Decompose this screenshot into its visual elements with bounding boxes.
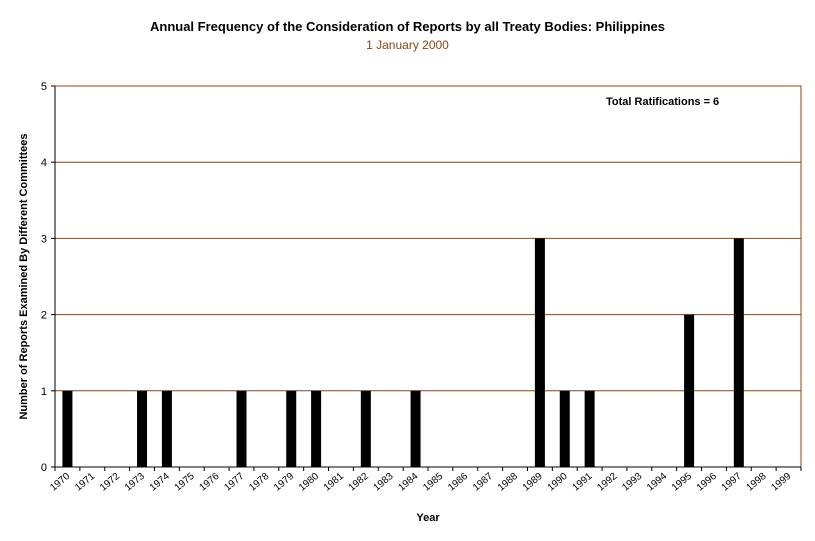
x-tick-label: 1974 (148, 471, 172, 494)
x-axis: 1970 1971 1972 1973 1974 1975 1976 1977 1978 1979… (48, 466, 802, 494)
x-tick-label: 1970 (48, 471, 72, 494)
gridlines (55, 161, 801, 392)
bar-1970 (62, 390, 73, 467)
x-tick-label: 1997 (720, 471, 744, 494)
x-tick-label: 1983 (372, 471, 396, 494)
x-tick-label: 1977 (222, 471, 246, 494)
y-tick-label: 4 (41, 157, 47, 169)
x-tick-label: 1979 (272, 471, 296, 494)
bars (62, 238, 744, 467)
x-tick-label: 1987 (471, 471, 495, 494)
x-tick-label: 1992 (595, 471, 619, 494)
chart-title: Annual Frequency of the Consideration of… (149, 19, 666, 34)
x-tick-label: 1990 (546, 471, 570, 494)
x-tick-label: 1996 (695, 471, 719, 494)
x-tick-label: 1998 (745, 471, 769, 494)
x-axis-label: Year (416, 512, 440, 524)
bar-1995 (684, 314, 695, 467)
x-tick-label: 1989 (521, 471, 545, 494)
y-tick-label: 2 (41, 310, 47, 322)
bar-1973 (137, 390, 148, 467)
x-tick-label: 1972 (98, 471, 122, 494)
x-tick-label: 1991 (570, 471, 594, 494)
bar-1974 (161, 390, 172, 467)
bar-1982 (360, 390, 371, 467)
y-axis: 0 1 2 3 4 5 (41, 81, 56, 474)
bar-1997 (733, 238, 744, 467)
bar-1980 (311, 390, 322, 467)
bar-1991 (584, 390, 595, 467)
chart-subtitle: 1 January 2000 (366, 38, 449, 52)
x-tick-label: 1973 (123, 471, 147, 494)
bar-1984 (410, 390, 421, 467)
x-tick-label: 1971 (73, 471, 97, 494)
y-tick-label: 5 (41, 81, 47, 93)
x-tick-label: 1985 (421, 471, 445, 494)
x-tick-label: 1982 (347, 471, 371, 494)
x-tick-label: 1984 (396, 471, 420, 494)
x-tick-label: 1995 (670, 471, 694, 494)
x-tick-label: 1999 (769, 471, 793, 494)
x-tick-label: 1981 (322, 471, 346, 494)
y-axis-label: Number of Reports Examined By Different … (18, 133, 30, 419)
total-ratifications-annotation: Total Ratifications = 6 (606, 96, 719, 108)
x-tick-label: 1986 (446, 471, 470, 494)
bar-1990 (559, 390, 570, 467)
bar-1977 (236, 390, 247, 467)
x-tick-label: 1976 (197, 471, 221, 494)
plot-area (54, 85, 802, 468)
x-tick-label: 1975 (173, 471, 197, 494)
y-tick-label: 0 (41, 462, 47, 474)
y-tick-label: 1 (41, 386, 47, 398)
x-tick-label: 1988 (496, 471, 520, 494)
bar-1979 (286, 390, 297, 467)
x-tick-label: 1980 (297, 471, 321, 494)
x-tick-label: 1978 (247, 471, 271, 494)
bar-1989 (534, 238, 545, 467)
y-tick-label: 3 (41, 233, 47, 245)
x-tick-label: 1993 (620, 471, 644, 494)
x-tick-label: 1994 (645, 471, 669, 494)
